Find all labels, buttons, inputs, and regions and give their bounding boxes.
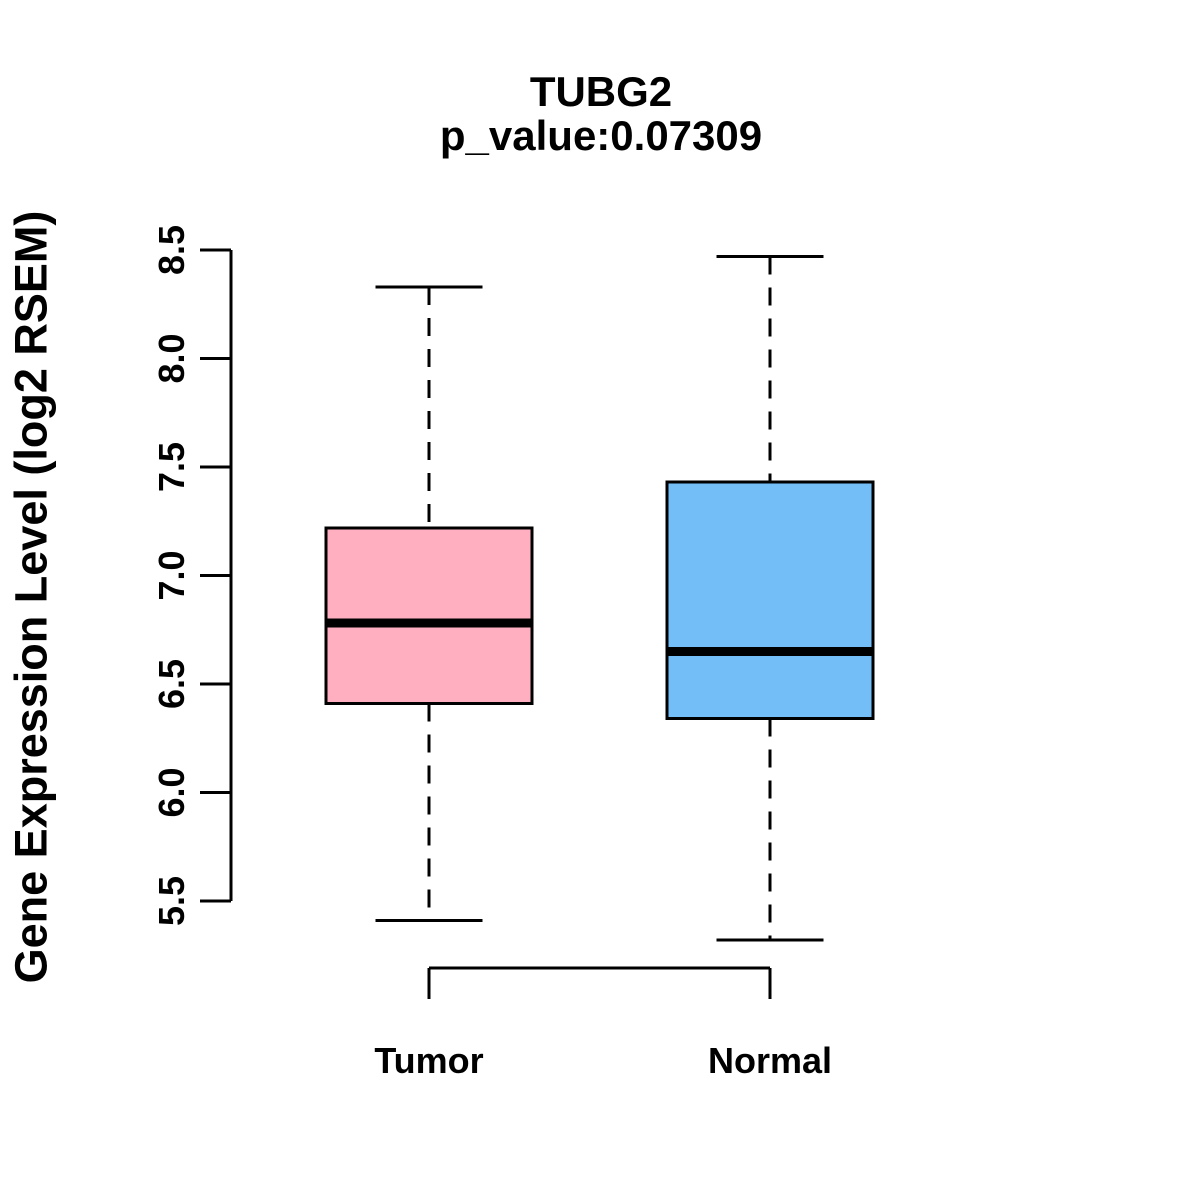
box-tumor [324, 526, 534, 706]
chart-subtitle-pvalue: p_value:0.07309 [439, 112, 763, 159]
y-tick-label: 7.5 [151, 442, 192, 492]
y-tick-label: 7.0 [151, 550, 192, 600]
y-tick-label: 8.5 [151, 225, 192, 275]
y-tick-label: 6.5 [151, 659, 192, 709]
x-category-label-tumor: Tumor [374, 1040, 483, 1081]
y-tick-label: 6.0 [151, 767, 192, 817]
box-normal [665, 480, 875, 721]
y-tick-label: 8.0 [151, 333, 192, 383]
x-category-label-normal: Normal [708, 1040, 832, 1081]
chart-title: TUBG2 [529, 68, 673, 115]
y-tick-label: 5.5 [151, 876, 192, 926]
